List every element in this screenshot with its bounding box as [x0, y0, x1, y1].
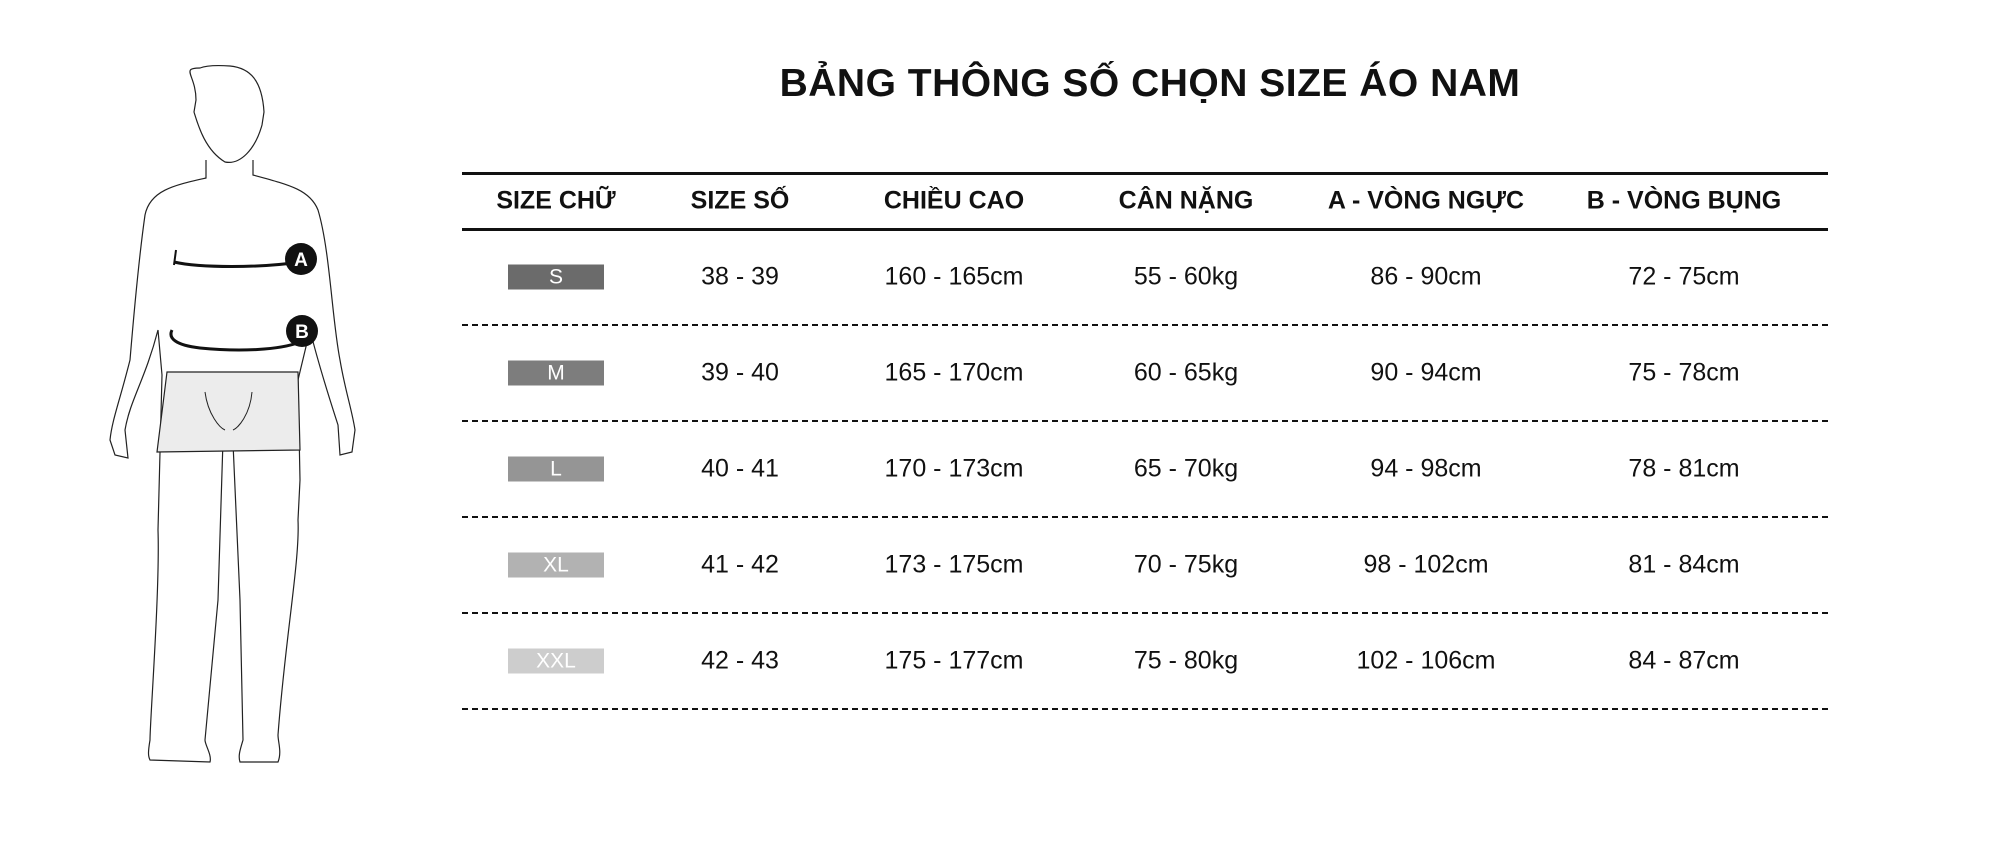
table-cell: 42 - 43	[701, 646, 779, 675]
table-cell: 90 - 94cm	[1370, 358, 1482, 387]
row-divider	[462, 516, 1828, 518]
marker-a-icon	[285, 243, 317, 275]
table-cell: 160 - 165cm	[884, 262, 1024, 291]
table-cell: 98 - 102cm	[1363, 550, 1489, 579]
size-badge: XXL	[508, 648, 604, 674]
page-title: BẢNG THÔNG SỐ CHỌN SIZE ÁO NAM	[779, 62, 1521, 105]
table-cell: 75 - 78cm	[1628, 358, 1740, 387]
table-cell: 41 - 42	[701, 550, 779, 579]
table-cell: 60 - 65kg	[1133, 358, 1239, 387]
chest-measure-line	[173, 260, 301, 268]
table-top-rule	[462, 172, 1828, 175]
size-badge: S	[508, 264, 604, 290]
table-cell: 102 - 106cm	[1356, 646, 1496, 675]
column-header: CÂN NẶNG	[1118, 186, 1254, 215]
table-cell: 65 - 70kg	[1133, 454, 1239, 483]
table-cell: 165 - 170cm	[884, 358, 1024, 387]
table-cell: 81 - 84cm	[1628, 550, 1740, 579]
table-cell: 72 - 75cm	[1628, 262, 1740, 291]
size-badge: XL	[508, 552, 604, 578]
row-divider	[462, 708, 1828, 710]
marker-b-label: B	[295, 322, 309, 343]
table-cell: 84 - 87cm	[1628, 646, 1740, 675]
head-outline	[189, 65, 265, 163]
size-badge: M	[508, 360, 604, 386]
table-cell: 70 - 75kg	[1133, 550, 1239, 579]
marker-b-icon	[286, 315, 318, 347]
table-cell: 173 - 175cm	[884, 550, 1024, 579]
size-badge: L	[508, 456, 604, 482]
column-header: SIZE SỐ	[690, 186, 790, 215]
table-cell: 39 - 40	[701, 358, 779, 387]
table-cell: 94 - 98cm	[1370, 454, 1482, 483]
column-header: CHIỀU CAO	[883, 186, 1025, 215]
column-header: B - VÒNG BỤNG	[1586, 186, 1782, 215]
table-cell: 40 - 41	[701, 454, 779, 483]
table-cell: 170 - 173cm	[884, 454, 1024, 483]
column-header: A - VÒNG NGỰC	[1327, 186, 1525, 215]
table-cell: 86 - 90cm	[1370, 262, 1482, 291]
row-divider	[462, 420, 1828, 422]
table-cell: 38 - 39	[701, 262, 779, 291]
table-cell: 78 - 81cm	[1628, 454, 1740, 483]
row-divider	[462, 324, 1828, 326]
shorts-shape	[156, 371, 301, 453]
table-header-rule	[462, 228, 1828, 231]
body-measurement-figure: A B	[109, 65, 356, 763]
column-header: SIZE CHỮ	[496, 186, 616, 215]
table-cell: 55 - 60kg	[1133, 262, 1239, 291]
row-divider	[462, 612, 1828, 614]
table-cell: 175 - 177cm	[884, 646, 1024, 675]
body-outline	[109, 160, 356, 763]
table-cell: 75 - 80kg	[1133, 646, 1239, 675]
waist-measure-line	[169, 329, 301, 352]
marker-a-label: A	[294, 250, 308, 271]
